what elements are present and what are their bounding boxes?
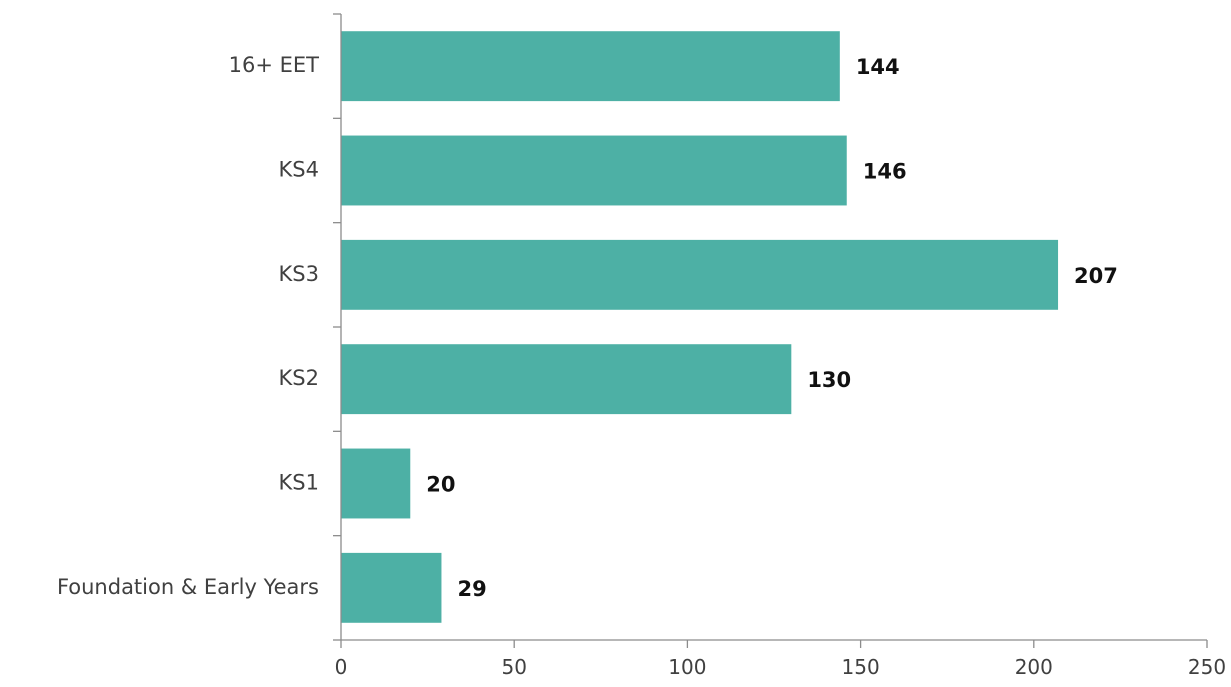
bars-group [341,31,1059,623]
bar [341,552,442,623]
bar-value-label: 146 [863,160,907,184]
x-tick-label: 200 [1015,655,1053,679]
bar [341,239,1059,310]
bar-value-label: 130 [807,368,851,392]
bar-value-label: 207 [1074,264,1118,288]
value-labels-group: 144 146 207 130 20 29 [426,55,1118,601]
bar [341,448,411,519]
bar-value-label: 144 [856,55,900,79]
category-label: KS2 [279,366,319,390]
bar [341,31,840,102]
ticks-group: 0 50 100 150 200 250 [333,13,1226,679]
x-tick-label: 150 [842,655,880,679]
x-tick-label: 250 [1188,655,1226,679]
category-label: KS1 [279,471,319,495]
bar [341,344,792,415]
category-label: 16+ EET [229,53,320,77]
x-tick-label: 50 [501,655,526,679]
x-tick-label: 100 [668,655,706,679]
category-label: Foundation & Early Years [57,575,319,599]
bar-value-label: 20 [426,473,455,497]
bar-value-label: 29 [457,577,486,601]
category-label: KS3 [279,262,319,286]
bar [341,135,847,206]
category-label: KS4 [279,158,319,182]
axes-group [340,14,1207,641]
category-labels-group: 16+ EET KS4 KS3 KS2 KS1 Foundation & Early Ye… [57,53,319,599]
x-tick-label: 0 [335,655,348,679]
